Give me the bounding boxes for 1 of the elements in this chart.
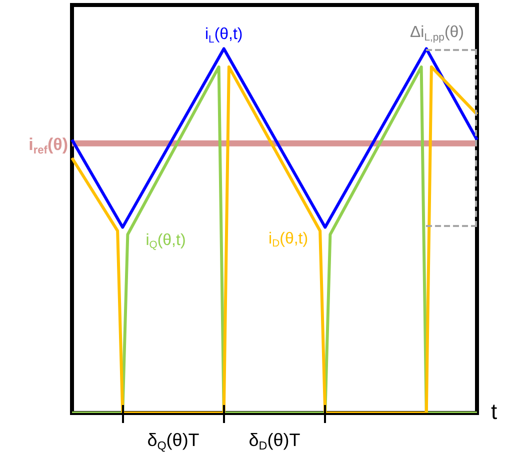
x-axis-title: t xyxy=(491,399,498,424)
